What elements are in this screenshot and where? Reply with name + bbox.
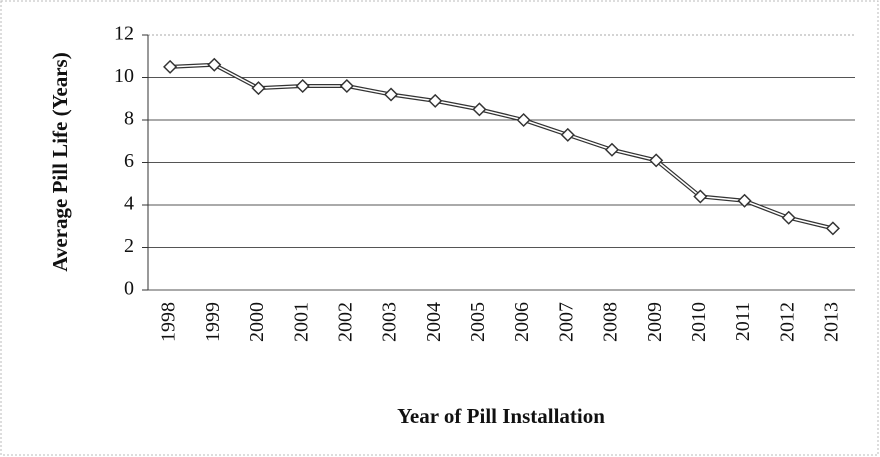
y-tick-label: 4 [124, 193, 134, 215]
marker [295, 78, 310, 94]
y-tick-label: 8 [124, 108, 134, 130]
x-tick-label: 2005 [467, 302, 489, 342]
marker [737, 193, 752, 208]
marker [781, 210, 796, 225]
x-tick-label: 2010 [688, 302, 710, 342]
y-tick-label: 10 [114, 65, 134, 87]
x-tick-label: 2007 [555, 302, 577, 342]
x-tick-label: 2013 [821, 302, 843, 342]
marker [604, 142, 620, 157]
y-tick-label: 0 [124, 278, 134, 300]
series-line-inner [170, 63, 834, 230]
y-tick-label: 12 [114, 23, 134, 45]
marker [163, 59, 178, 74]
marker [383, 87, 399, 102]
marker [428, 93, 443, 108]
marker [339, 78, 354, 94]
x-tick-label: 2002 [334, 302, 356, 342]
x-axis-title: Year of Pill Installation [397, 404, 605, 428]
y-tick-label: 6 [124, 150, 134, 172]
x-tick-label: 2000 [246, 302, 268, 342]
x-tick-label: 2012 [776, 302, 798, 342]
x-tick-label: 2008 [600, 302, 622, 342]
y-axis-title: Average Pill Life (Years) [48, 52, 72, 271]
marker [472, 102, 487, 117]
marker [516, 112, 531, 128]
marker [649, 153, 664, 168]
x-tick-label: 2006 [511, 302, 533, 342]
marker [693, 189, 708, 204]
x-tick-label: 2001 [290, 302, 312, 342]
series-line [169, 62, 834, 231]
x-tick-label: 2009 [644, 302, 666, 342]
marker [207, 57, 222, 72]
x-tick-label: 2003 [379, 302, 401, 342]
x-tick-label: 1998 [158, 302, 180, 342]
marker [825, 221, 840, 236]
marker [251, 81, 266, 96]
x-tick-label: 2004 [423, 302, 445, 342]
y-tick-label: 2 [124, 235, 134, 257]
x-tick-label: 2011 [732, 302, 754, 341]
x-tick-label: 1999 [202, 302, 224, 342]
marker [560, 127, 575, 142]
